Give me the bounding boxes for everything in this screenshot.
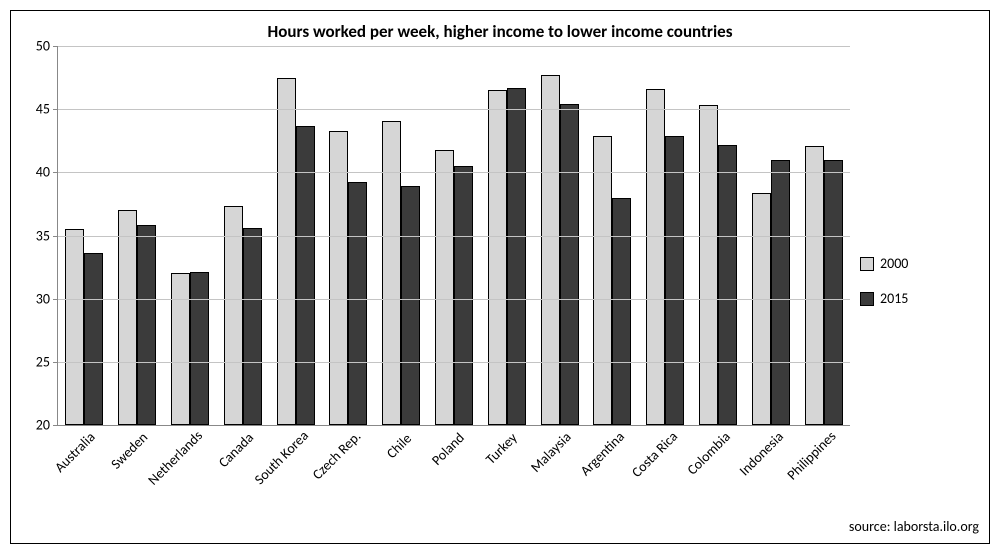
- bar: [137, 225, 156, 425]
- bar: [435, 150, 454, 425]
- bar: [593, 136, 612, 425]
- bar: [699, 105, 718, 425]
- bar: [646, 89, 665, 425]
- bar: [824, 160, 843, 425]
- legend-label: 2015: [880, 290, 908, 307]
- bar: [84, 253, 103, 425]
- legend-item: 2000: [860, 255, 975, 272]
- bar: [224, 206, 243, 425]
- legend: 2000 2015: [860, 46, 989, 516]
- chart-body: 20253035404550 AustraliaSwedenNetherland…: [11, 46, 989, 516]
- plot-wrap: 20253035404550 AustraliaSwedenNetherland…: [11, 46, 860, 516]
- gridline: [58, 109, 850, 110]
- bar: [190, 272, 209, 425]
- x-tick-label: Canada: [215, 429, 257, 471]
- bar: [171, 273, 190, 425]
- bar: [805, 146, 824, 425]
- x-tick-label: Argentina: [577, 428, 628, 479]
- x-tick-label: Sweden: [108, 429, 152, 473]
- source-text: source: laborsta.ilo.org: [11, 516, 989, 543]
- y-tick-label: 30: [36, 290, 50, 307]
- x-tick-label: Philippines: [784, 428, 840, 484]
- y-tick-label: 25: [36, 353, 50, 370]
- x-tick-label: Indonesia: [735, 428, 786, 479]
- legend-swatch: [860, 292, 874, 306]
- bar: [541, 75, 560, 425]
- gridline: [58, 299, 850, 300]
- legend-item: 2015: [860, 290, 975, 307]
- x-tick-label: Turkey: [483, 429, 521, 467]
- bar: [296, 126, 315, 425]
- x-tick-label: Costa Rica: [628, 428, 681, 481]
- bar: [118, 210, 137, 425]
- bar: [560, 104, 579, 425]
- gridline: [58, 172, 850, 173]
- bar: [718, 145, 737, 425]
- bar: [665, 136, 684, 425]
- bar: [752, 193, 771, 425]
- bar: [277, 78, 296, 425]
- plot-area: 20253035404550: [57, 46, 850, 426]
- bar: [243, 228, 262, 425]
- bar: [612, 198, 631, 425]
- x-tick-label: Malaysia: [527, 428, 574, 475]
- y-tick-label: 20: [36, 417, 50, 434]
- legend-label: 2000: [880, 255, 908, 272]
- y-tick-label: 35: [36, 227, 50, 244]
- bar: [382, 121, 401, 425]
- y-tick-label: 40: [36, 164, 50, 181]
- bar: [65, 229, 84, 425]
- bar: [348, 182, 367, 425]
- bar: [488, 90, 507, 425]
- gridline: [58, 236, 850, 237]
- y-tick-label: 50: [36, 38, 50, 55]
- y-tick-label: 45: [36, 101, 50, 118]
- x-tick-label: Colombia: [683, 428, 733, 478]
- gridline: [58, 46, 850, 47]
- chart-container: Hours worked per week, higher income to …: [10, 10, 990, 544]
- x-tick-label: South Korea: [251, 427, 312, 488]
- x-axis-labels: AustraliaSwedenNetherlandsCanadaSouth Ko…: [57, 426, 850, 516]
- x-tick-label: Czech Rep.: [309, 428, 364, 483]
- bar: [507, 88, 526, 425]
- x-tick-label: Chile: [383, 430, 415, 462]
- bar: [771, 160, 790, 425]
- legend-swatch: [860, 257, 874, 271]
- bar: [401, 186, 420, 425]
- bar: [329, 131, 348, 425]
- bar: [454, 166, 473, 425]
- x-tick-label: Poland: [429, 429, 469, 469]
- chart-title: Hours worked per week, higher income to …: [11, 11, 989, 46]
- x-tick-label: Netherlands: [145, 427, 206, 488]
- gridline: [58, 362, 850, 363]
- x-tick-label: Australia: [52, 428, 99, 475]
